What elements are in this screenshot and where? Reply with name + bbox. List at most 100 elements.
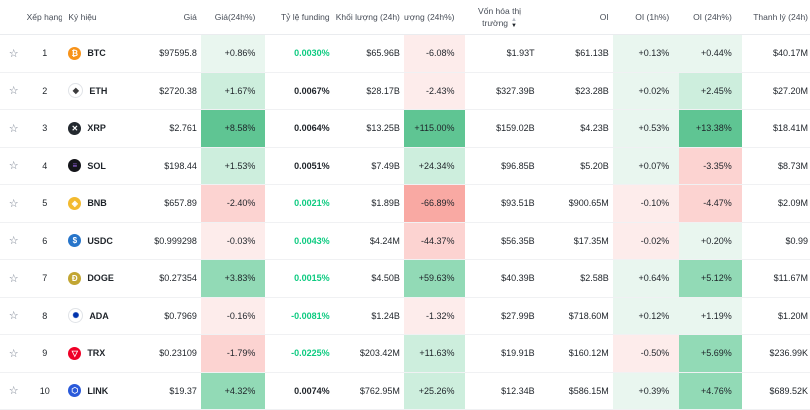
table-row[interactable]: ☆2◆ETH$2720.38+1.67%0.0067%$28.17B-2.43%… [0, 73, 810, 111]
open-interest-cell: $160.12M [541, 335, 613, 372]
oi-1h-cell: +0.53% [613, 110, 679, 147]
doge-icon: Ð [68, 272, 81, 285]
rank-cell: 6 [27, 223, 62, 260]
bnb-icon: ◈ [68, 197, 81, 210]
price-change-cell: +8.58% [201, 110, 266, 147]
symbol-cell[interactable]: ≡SOL [62, 148, 132, 185]
table-row[interactable]: ☆8✺ADA$0.7969-0.16%-0.0081%$1.24B-1.32%$… [0, 298, 810, 336]
symbol-cell[interactable]: ▽TRX [62, 335, 132, 372]
liquidation-cell: $236.99K [742, 335, 810, 372]
volume-change-cell: -66.89% [404, 185, 465, 222]
table-row[interactable]: ☆6$USDC$0.999298-0.03%0.0043%$4.24M-44.3… [0, 223, 810, 261]
header-oi-24h[interactable]: OI (24h%) [679, 0, 742, 34]
symbol-label: BTC [87, 48, 106, 58]
header-rank[interactable]: Xếp hạng [27, 0, 62, 34]
price-cell: $0.23109 [133, 335, 201, 372]
open-interest-cell: $4.23B [541, 110, 613, 147]
symbol-label: XRP [87, 123, 106, 133]
header-symbol[interactable]: Ký hiệu [62, 0, 132, 34]
favorite-star-button[interactable]: ☆ [0, 185, 27, 222]
header-volume-change[interactable]: Khối lượng (24h%) [404, 0, 465, 34]
oi-1h-cell: +0.07% [613, 148, 679, 185]
table-row[interactable]: ☆1₿BTC$97595.8+0.86%0.0030%$65.96B-6.08%… [0, 35, 810, 73]
star-icon[interactable]: ☆ [9, 309, 19, 322]
header-liquidation[interactable]: Thanh lý (24h) [742, 0, 810, 34]
oi-24h-cell: +0.20% [679, 223, 742, 260]
symbol-cell[interactable]: ◆ETH [62, 73, 132, 110]
market-cap-cell: $1.93T [465, 35, 541, 72]
favorite-star-button[interactable]: ☆ [0, 35, 27, 72]
open-interest-cell: $900.65M [541, 185, 613, 222]
header-volume[interactable]: Khối lượng (24h) [336, 0, 404, 34]
header-price-change[interactable]: Giá(24h%) [201, 0, 266, 34]
funding-rate-cell: 0.0074% [265, 373, 335, 410]
oi-1h-cell: -0.10% [613, 185, 679, 222]
favorite-star-button[interactable]: ☆ [0, 110, 27, 147]
table-row[interactable]: ☆5◈BNB$657.89-2.40%0.0021%$1.89B-66.89%$… [0, 185, 810, 223]
favorite-star-button[interactable]: ☆ [0, 260, 27, 297]
price-change-cell: -0.16% [201, 298, 266, 335]
symbol-label: SOL [87, 161, 106, 171]
favorite-star-button[interactable]: ☆ [0, 298, 27, 335]
sort-icon[interactable]: ▲▼ [511, 17, 517, 29]
star-icon[interactable]: ☆ [9, 197, 19, 210]
rank-cell: 7 [27, 260, 62, 297]
volume-change-cell: +11.63% [404, 335, 465, 372]
funding-rate-cell: 0.0021% [265, 185, 335, 222]
star-icon[interactable]: ☆ [9, 272, 19, 285]
star-icon[interactable]: ☆ [9, 347, 19, 360]
symbol-label: DOGE [87, 273, 114, 283]
header-oi-1h[interactable]: OI (1h%) [613, 0, 679, 34]
favorite-star-button[interactable]: ☆ [0, 223, 27, 260]
star-icon[interactable]: ☆ [9, 159, 19, 172]
funding-rate-cell: 0.0043% [265, 223, 335, 260]
table-row[interactable]: ☆10⬡LINK$19.37+4.32%0.0074%$762.95M+25.2… [0, 373, 810, 410]
price-cell: $0.7969 [133, 298, 201, 335]
price-cell: $657.89 [133, 185, 201, 222]
funding-rate-cell: 0.0015% [265, 260, 335, 297]
symbol-cell[interactable]: ₿BTC [62, 35, 132, 72]
symbol-label: ADA [89, 311, 109, 321]
header-market-cap-line2: trường▲▼ [482, 17, 517, 30]
symbol-label: BNB [87, 198, 107, 208]
open-interest-cell: $718.60M [541, 298, 613, 335]
market-cap-cell: $12.34B [465, 373, 541, 410]
table-row[interactable]: ☆4≡SOL$198.44+1.53%0.0051%$7.49B+24.34%$… [0, 148, 810, 186]
symbol-cell[interactable]: ✕XRP [62, 110, 132, 147]
open-interest-cell: $23.28B [541, 73, 613, 110]
table-body: ☆1₿BTC$97595.8+0.86%0.0030%$65.96B-6.08%… [0, 35, 810, 410]
star-icon[interactable]: ☆ [9, 384, 19, 397]
symbol-cell[interactable]: ⬡LINK [62, 373, 132, 410]
symbol-cell[interactable]: ✺ADA [62, 298, 132, 335]
star-icon[interactable]: ☆ [9, 47, 19, 60]
liquidation-cell: $11.67M [742, 260, 810, 297]
open-interest-cell: $61.13B [541, 35, 613, 72]
market-cap-cell: $27.99B [465, 298, 541, 335]
volume-change-cell: -2.43% [404, 73, 465, 110]
volume-cell: $203.42M [336, 335, 404, 372]
favorite-star-button[interactable]: ☆ [0, 73, 27, 110]
header-market-cap[interactable]: Vốn hóa thị trường▲▼ [465, 0, 541, 34]
symbol-cell[interactable]: ◈ BNB [62, 185, 132, 222]
star-icon[interactable]: ☆ [9, 84, 19, 97]
symbol-cell[interactable]: Ð DOGE [62, 260, 132, 297]
favorite-star-button[interactable]: ☆ [0, 373, 27, 410]
symbol-cell[interactable]: $USDC [62, 223, 132, 260]
header-open-interest[interactable]: OI [541, 0, 613, 34]
header-price[interactable]: Giá [133, 0, 201, 34]
table-row[interactable]: ☆9▽TRX$0.23109-1.79%-0.0225%$203.42M+11.… [0, 335, 810, 373]
price-change-cell: +1.53% [201, 148, 266, 185]
oi-24h-cell: +4.76% [679, 373, 742, 410]
table-row[interactable]: ☆3✕XRP$2.761+8.58%0.0064%$13.25B+115.00%… [0, 110, 810, 148]
star-icon[interactable]: ☆ [9, 234, 19, 247]
volume-cell: $28.17B [336, 73, 404, 110]
star-icon[interactable]: ☆ [9, 122, 19, 135]
oi-1h-cell: +0.12% [613, 298, 679, 335]
oi-24h-cell: +5.69% [679, 335, 742, 372]
price-change-cell: +3.83% [201, 260, 266, 297]
header-funding-rate[interactable]: Tỷ lệ funding [265, 0, 335, 34]
favorite-star-button[interactable]: ☆ [0, 335, 27, 372]
favorite-star-button[interactable]: ☆ [0, 148, 27, 185]
